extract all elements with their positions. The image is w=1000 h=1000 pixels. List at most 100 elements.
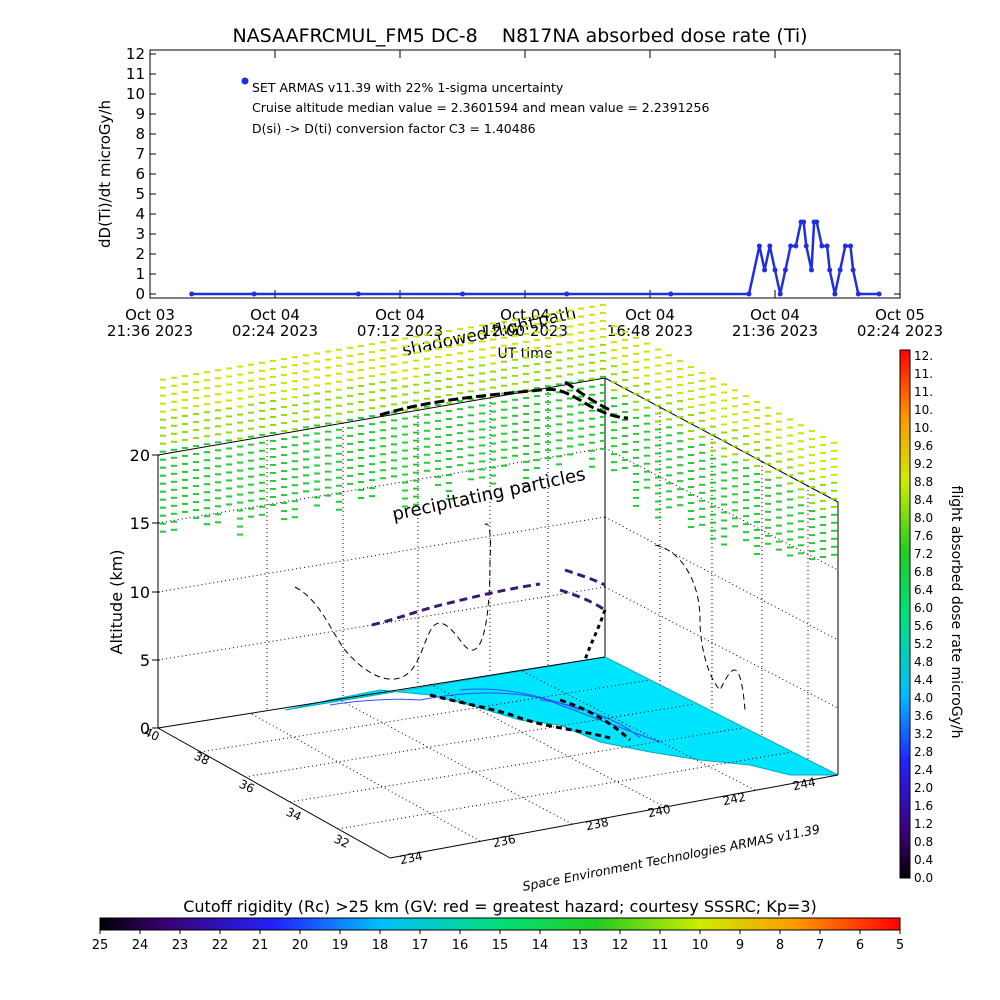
latitude-tick-label: 38 xyxy=(192,749,212,768)
right-colorbar xyxy=(899,349,911,879)
precipitating-particles-layer xyxy=(160,303,837,561)
altitude-tick-label: 0 xyxy=(140,719,150,738)
right-colorbar-tick: 0.0 xyxy=(914,871,933,885)
top-x-tick-time: 21:36 2023 xyxy=(732,322,818,340)
right-colorbar-tick: 2.0 xyxy=(914,781,933,795)
bottom-colorbar-tick: 17 xyxy=(412,938,429,953)
longitude-ticks: 234 236 238 240 242 244 xyxy=(399,775,817,867)
dose-rate-point xyxy=(564,291,570,297)
dose-rate-point xyxy=(801,219,807,225)
right-colorbar-tick: 4.4 xyxy=(914,673,933,687)
right-colorbar-tick: 5.2 xyxy=(914,637,933,651)
right-colorbar-tick: 1.6 xyxy=(914,799,933,813)
flight-track-high xyxy=(379,380,629,420)
dose-rate-point xyxy=(788,243,794,249)
right-colorbar-tick: 10. xyxy=(914,421,933,435)
latitude-ticks: 40 38 36 34 32 xyxy=(142,725,352,851)
ground-surface xyxy=(284,656,839,776)
latitude-tick-label: 36 xyxy=(237,777,257,796)
right-colorbar-tick: 6.4 xyxy=(914,583,933,597)
right-colorbar-tick: 9.6 xyxy=(914,439,933,453)
right-colorbar-tick: 8.8 xyxy=(914,475,933,489)
top-y-tick-label: 2 xyxy=(135,245,145,263)
longitude-tick-label: 242 xyxy=(722,790,747,808)
dose-rate-point xyxy=(767,243,773,249)
right-colorbar-tick: 3.2 xyxy=(914,727,933,741)
top-x-tick-day: Oct 05 xyxy=(875,306,925,324)
right-colorbar-tick: 8.0 xyxy=(914,511,933,525)
dose-rate-point xyxy=(746,291,752,297)
longitude-tick-label: 238 xyxy=(585,815,610,833)
right-colorbar-tick: 11. xyxy=(914,385,933,399)
bottom-colorbar-tick: 11 xyxy=(652,938,669,953)
dose-rate-point xyxy=(837,267,843,273)
bottom-colorbar-tick: 18 xyxy=(372,938,389,953)
bottom-colorbar-tick: 6 xyxy=(856,938,864,953)
right-colorbar-tick: 1.2 xyxy=(914,817,933,831)
bottom-colorbar-tick: 8 xyxy=(776,938,784,953)
dose-rate-point xyxy=(782,267,788,273)
top-x-tick-day: Oct 04 xyxy=(375,306,425,324)
bottom-colorbar-tick: 13 xyxy=(572,938,589,953)
bottom-colorbar-tick: 7 xyxy=(816,938,824,953)
right-colorbar-tick: 7.6 xyxy=(914,529,933,543)
right-colorbar-tick: 9.2 xyxy=(914,457,933,471)
right-colorbar-tick: 7.2 xyxy=(914,547,933,561)
longitude-tick-label: 236 xyxy=(492,832,517,850)
bottom-colorbar-tick: 25 xyxy=(92,938,109,953)
top-y-axis-label: dD(Ti)/dt microGy/h xyxy=(96,100,114,248)
dose-rate-point xyxy=(189,291,195,297)
flight-track-descent xyxy=(583,609,607,661)
bottom-colorbar-tick: 5 xyxy=(896,938,904,953)
right-colorbar-ticks: 12. 11. 11. 10. 10. 9.6 9.2 8.8 8.4 8.0 7.6 7.2 6.8 6… xyxy=(914,349,933,885)
dose-rate-line xyxy=(191,220,880,296)
right-colorbar-tick: 2.4 xyxy=(914,763,933,777)
right-colorbar-tick: 6.8 xyxy=(914,565,933,579)
dose-rate-point xyxy=(855,291,861,297)
right-colorbar-tick: 6.0 xyxy=(914,601,933,615)
legend-line-1: SET ARMAS v11.39 with 22% 1-sigma uncert… xyxy=(252,80,564,95)
precipitating-particles-label: precipitating particles xyxy=(390,464,587,525)
longitude-tick-label: 234 xyxy=(399,849,424,867)
dose-rate-point xyxy=(819,243,825,249)
altitude-axis-label: Altitude (km) xyxy=(107,550,126,655)
legend-line-2: Cruise altitude median value = 2.3601594… xyxy=(252,100,709,115)
dose-rate-point xyxy=(827,267,833,273)
bottom-colorbar-tick: 12 xyxy=(612,938,629,953)
flight-track-cruise xyxy=(371,568,606,627)
top-y-tick-label: 3 xyxy=(135,225,145,243)
top-series-group xyxy=(189,219,882,297)
dose-rate-point xyxy=(850,267,856,273)
top-x-tick-time: 16:48 2023 xyxy=(607,322,693,340)
top-chart-title: NASAAFRCMUL_FM5 DC-8 N817NA absorbed dos… xyxy=(232,25,807,47)
bottom-colorbar-tick: 24 xyxy=(132,938,149,953)
bottom-colorbar xyxy=(99,917,901,931)
bottom-colorbar-tick: 22 xyxy=(212,938,229,953)
dose-rate-point xyxy=(808,267,814,273)
dose-rate-point xyxy=(842,243,848,249)
altitude-tick-label: 10 xyxy=(130,583,150,602)
top-x-axis-label: UT time xyxy=(498,346,553,362)
right-colorbar-tick: 5.6 xyxy=(914,619,933,633)
top-y-tick-label: 11 xyxy=(126,65,145,83)
top-y-tick-label: 4 xyxy=(135,205,145,223)
dose-rate-point xyxy=(762,267,768,273)
top-x-tick-day: Oct 04 xyxy=(250,306,300,324)
top-y-tick-label: 12 xyxy=(126,45,145,63)
legend-marker xyxy=(241,77,249,85)
altitude-tick-label: 15 xyxy=(130,514,150,533)
altitude-ticks: 0 5 10 15 20 xyxy=(130,446,160,738)
top-x-tick-day: Oct 04 xyxy=(750,306,800,324)
dose-rate-point xyxy=(668,291,674,297)
right-colorbar-tick: 0.8 xyxy=(914,835,933,849)
bottom-colorbar-tick: 10 xyxy=(692,938,709,953)
dose-rate-point xyxy=(793,243,799,249)
top-y-tick-label: 10 xyxy=(126,85,145,103)
right-colorbar-tick: 0.4 xyxy=(914,853,933,867)
latitude-tick-label: 34 xyxy=(284,805,304,824)
scene-3d xyxy=(157,303,839,859)
dose-rate-point xyxy=(824,243,830,249)
latitude-tick-label: 40 xyxy=(142,725,162,744)
